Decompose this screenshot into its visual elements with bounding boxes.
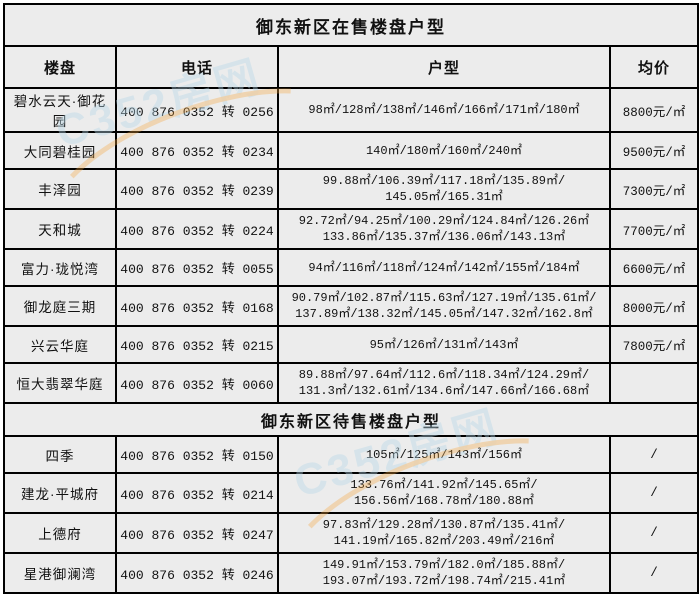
price-cell: 8000元/㎡: [609, 285, 699, 327]
header-property: 楼盘: [3, 45, 117, 89]
units-cell: 99.88㎡/106.39㎡/117.18㎡/135.89㎡/ 145.05㎡/…: [277, 168, 611, 210]
phone-cell: 400 876 0352 转 0055: [115, 248, 279, 287]
table-row: 上德府 400 876 0352 转 0247 97.83㎡/129.28㎡/1…: [3, 512, 699, 554]
table-row: 御龙庭三期 400 876 0352 转 0168 90.79㎡/102.87㎡…: [3, 285, 699, 327]
property-cell: 富力·珑悦湾: [3, 248, 117, 287]
header-price: 均价: [609, 45, 699, 89]
units-cell: 89.88㎡/97.64㎡/112.6㎡/118.34㎡/124.29㎡/ 13…: [277, 362, 611, 404]
price-cell: /: [609, 472, 699, 514]
price-cell: 6600元/㎡: [609, 248, 699, 287]
price-cell: /: [609, 512, 699, 554]
property-cell: 建龙·平城府: [3, 472, 117, 514]
property-cell: 御龙庭三期: [3, 285, 117, 327]
table-row: 星港御澜湾 400 876 0352 转 0246 149.91㎡/153.79…: [3, 552, 699, 594]
units-cell: 105㎡/125㎡/143㎡/156㎡: [277, 435, 611, 474]
units-cell: 92.72㎡/94.25㎡/100.29㎡/124.84㎡/126.26㎡ 13…: [277, 208, 611, 250]
phone-cell: 400 876 0352 转 0168: [115, 285, 279, 327]
section2-title: 御东新区待售楼盘户型: [3, 402, 699, 437]
price-cell: /: [609, 552, 699, 594]
property-cell: 碧水云天·御花园: [3, 87, 117, 133]
header-phone: 电话: [115, 45, 279, 89]
table-row: 四季 400 876 0352 转 0150 105㎡/125㎡/143㎡/15…: [3, 435, 699, 474]
units-cell: 94㎡/116㎡/118㎡/124㎡/142㎡/155㎡/184㎡: [277, 248, 611, 287]
phone-cell: 400 876 0352 转 0060: [115, 362, 279, 404]
units-cell: 98㎡/128㎡/138㎡/146㎡/166㎡/171㎡/180㎡: [277, 87, 611, 133]
property-cell: 上德府: [3, 512, 117, 554]
table-row: 富力·珑悦湾 400 876 0352 转 0055 94㎡/116㎡/118㎡…: [3, 248, 699, 287]
property-cell: 大同碧桂园: [3, 131, 117, 170]
phone-cell: 400 876 0352 转 0234: [115, 131, 279, 170]
property-cell: 丰泽园: [3, 168, 117, 210]
phone-cell: 400 876 0352 转 0246: [115, 552, 279, 594]
units-cell: 95㎡/126㎡/131㎡/143㎡: [277, 325, 611, 364]
units-cell: 97.83㎡/129.28㎡/130.87㎡/135.41㎡/ 141.19㎡/…: [277, 512, 611, 554]
price-cell: [609, 362, 699, 404]
price-cell: /: [609, 435, 699, 474]
units-cell: 90.79㎡/102.87㎡/115.63㎡/127.19㎡/135.61㎡/ …: [277, 285, 611, 327]
units-cell: 133.76㎡/141.92㎡/145.65㎡/ 156.56㎡/168.78㎡…: [277, 472, 611, 514]
section1-title-row: 御东新区在售楼盘户型: [3, 3, 699, 47]
property-cell: 星港御澜湾: [3, 552, 117, 594]
price-cell: 8800元/㎡: [609, 87, 699, 133]
table-row: 恒大翡翠华庭 400 876 0352 转 0060 89.88㎡/97.64㎡…: [3, 362, 699, 404]
table-row: 碧水云天·御花园 400 876 0352 转 0256 98㎡/128㎡/13…: [3, 87, 699, 133]
listings-table: 御东新区在售楼盘户型 楼盘 电话 户型 均价 碧水云天·御花园 400 876 …: [3, 3, 699, 594]
property-cell: 四季: [3, 435, 117, 474]
property-cell: 天和城: [3, 208, 117, 250]
table-row: 兴云华庭 400 876 0352 转 0215 95㎡/126㎡/131㎡/1…: [3, 325, 699, 364]
phone-cell: 400 876 0352 转 0215: [115, 325, 279, 364]
phone-cell: 400 876 0352 转 0214: [115, 472, 279, 514]
price-cell: 7700元/㎡: [609, 208, 699, 250]
header-units: 户型: [277, 45, 611, 89]
phone-cell: 400 876 0352 转 0256: [115, 87, 279, 133]
price-cell: 7300元/㎡: [609, 168, 699, 210]
units-cell: 149.91㎡/153.79㎡/182.0㎡/185.88㎡/ 193.07㎡/…: [277, 552, 611, 594]
table-row: 丰泽园 400 876 0352 转 0239 99.88㎡/106.39㎡/1…: [3, 168, 699, 210]
units-cell: 140㎡/180㎡/160㎡/240㎡: [277, 131, 611, 170]
phone-cell: 400 876 0352 转 0239: [115, 168, 279, 210]
table-row: 天和城 400 876 0352 转 0224 92.72㎡/94.25㎡/10…: [3, 208, 699, 250]
table-row: 大同碧桂园 400 876 0352 转 0234 140㎡/180㎡/160㎡…: [3, 131, 699, 170]
table-row: 建龙·平城府 400 876 0352 转 0214 133.76㎡/141.9…: [3, 472, 699, 514]
phone-cell: 400 876 0352 转 0150: [115, 435, 279, 474]
price-cell: 7800元/㎡: [609, 325, 699, 364]
section1-title: 御东新区在售楼盘户型: [3, 3, 699, 47]
section2-title-row: 御东新区待售楼盘户型: [3, 402, 699, 437]
listings-sheet: 御东新区在售楼盘户型 楼盘 电话 户型 均价 碧水云天·御花园 400 876 …: [3, 3, 699, 594]
price-cell: 9500元/㎡: [609, 131, 699, 170]
phone-cell: 400 876 0352 转 0224: [115, 208, 279, 250]
header-row: 楼盘 电话 户型 均价: [3, 45, 699, 89]
property-cell: 恒大翡翠华庭: [3, 362, 117, 404]
phone-cell: 400 876 0352 转 0247: [115, 512, 279, 554]
property-cell: 兴云华庭: [3, 325, 117, 364]
